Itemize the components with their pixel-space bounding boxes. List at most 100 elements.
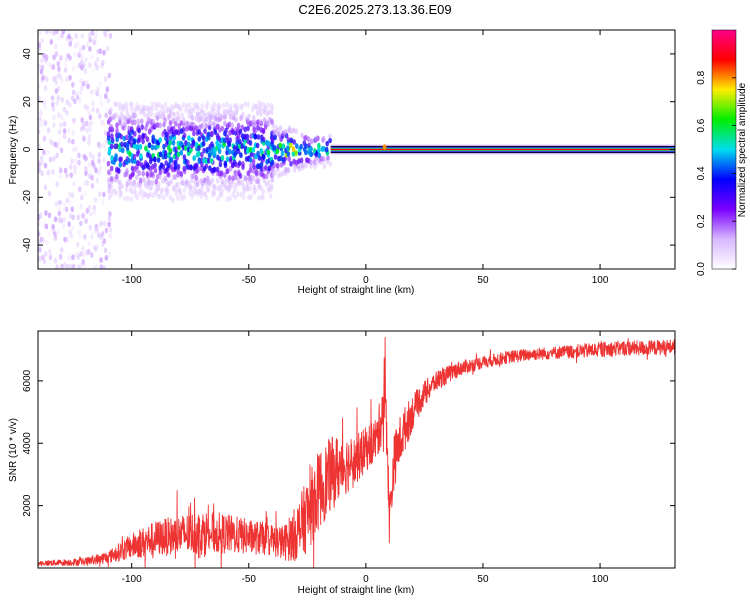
spectrogram-noise-cell — [92, 164, 97, 170]
spectrogram-band-cell — [133, 188, 137, 195]
spectrogram-noise-cell — [102, 49, 106, 56]
spectrogram-noise-cell — [58, 166, 63, 172]
spectrogram-band-cell — [258, 105, 263, 112]
spectrogram-band-cell — [270, 183, 274, 190]
spectrogram-noise-cell — [60, 96, 64, 103]
spectrogram-band-cell — [222, 110, 227, 117]
spectrogram-band-cell — [280, 150, 285, 157]
spectrogram-band-cell — [120, 183, 124, 189]
spectrogram-noise-cell — [77, 186, 82, 193]
spectrogram-noise-cell — [64, 206, 69, 213]
spectrogram-band-cell — [136, 148, 140, 155]
spectrogram-noise-cell — [88, 62, 92, 68]
spectrogram-noise-cell — [101, 120, 106, 126]
spectrogram-band-cell — [232, 145, 237, 151]
spectrogram-noise-cell — [74, 145, 79, 152]
spectrogram-band-cell — [210, 108, 215, 115]
spectrogram-band-cell — [204, 194, 209, 201]
spectrogram-band-cell — [304, 143, 308, 150]
spectrogram-band-cell — [207, 131, 211, 138]
spectrogram-noise-cell — [81, 259, 86, 265]
spectrogram-band-cell — [289, 137, 294, 144]
spectrogram-noise-cell — [82, 62, 86, 69]
spectrogram-band-cell — [225, 168, 229, 175]
y-tick-label: 20 — [22, 96, 33, 108]
spectrogram-noise-cell — [97, 169, 101, 176]
spectrogram-band-cell — [154, 101, 158, 108]
spectrogram-noise-cell — [91, 154, 95, 160]
spectrogram-noise-cell — [97, 152, 102, 158]
spectrogram-band-cell — [142, 191, 147, 198]
spectrogram-noise-cell — [91, 106, 95, 113]
snr-point — [600, 349, 601, 350]
spectrogram-band-cell — [266, 102, 271, 109]
spectrogram-band-cell — [225, 108, 230, 115]
spectrogram-band-cell — [186, 180, 191, 187]
spectrogram-band-cell — [164, 191, 169, 198]
spectrogram-noise-cell — [58, 213, 63, 220]
spectrogram-band-cell — [255, 142, 260, 149]
spectrogram-band-cell — [191, 139, 196, 146]
spectrogram-x-label: Height of straight line (km) — [298, 285, 415, 296]
spectrogram-noise-cell — [85, 208, 90, 214]
spectrogram-band-cell — [156, 101, 161, 108]
spectrogram-noise-cell — [65, 263, 70, 269]
spectrogram-noise-cell — [48, 156, 53, 163]
y-tick-label: 4000 — [22, 432, 33, 455]
spectrogram-band-cell — [273, 134, 277, 141]
spectrogram-noise-cell — [88, 151, 93, 158]
spectrogram-band-cell — [161, 194, 166, 201]
spectrogram-noise-cell — [81, 80, 86, 87]
spectrogram-noise-cell — [86, 83, 90, 90]
spectrogram-band-cell — [276, 127, 280, 134]
spectrogram-noise-cell — [55, 152, 59, 159]
spectrogram-band-cell — [147, 105, 152, 112]
spectrogram-noise-cell — [41, 237, 46, 244]
spectrogram-band-cell — [129, 142, 134, 148]
spectrogram-band-cell — [228, 103, 233, 110]
spectrogram-band-cell — [263, 106, 268, 113]
spectrogram-noise-cell — [108, 109, 112, 116]
spectrogram-noise-cell — [56, 95, 61, 101]
snr-frame — [37, 330, 676, 569]
spectrogram-band-cell — [268, 193, 273, 200]
spectrogram-band-cell — [256, 125, 261, 131]
spectrogram-band-cell — [247, 113, 251, 120]
spectrogram-noise-cell — [47, 212, 52, 219]
spectrogram-band-cell — [174, 103, 178, 109]
spectrogram-noise-cell — [38, 230, 41, 237]
spectrogram-noise-cell — [59, 217, 64, 224]
spectrogram-band-cell — [222, 137, 227, 144]
spectrogram-noise-cell — [42, 135, 47, 142]
spectrogram-noise-cell — [49, 39, 54, 45]
spectrogram-noise-cell — [105, 45, 110, 52]
spectrogram-band-cell — [273, 169, 277, 175]
spectrogram-cells — [38, 30, 675, 269]
snr-point — [155, 538, 156, 539]
spectrogram-band-cell — [177, 187, 182, 193]
spectrogram-noise-cell — [87, 139, 91, 146]
spectrogram-noise-cell — [62, 121, 67, 127]
spectrogram-band-cell — [143, 133, 147, 139]
spectrogram-noise-cell — [95, 64, 99, 71]
spectrogram-noise-cell — [62, 200, 66, 207]
spectrogram-band-cell — [157, 181, 161, 188]
spectrogram-noise-cell — [95, 226, 100, 233]
spectrogram-noise-cell — [42, 118, 46, 125]
spectrogram-noise-cell — [52, 114, 56, 121]
spectrogram-band-cell — [118, 105, 123, 111]
spectrogram-band-cell — [181, 102, 186, 109]
spectrogram-noise-cell — [38, 63, 42, 69]
spectrogram-band-cell — [200, 122, 204, 129]
spectrogram-noise-cell — [101, 59, 105, 66]
spectrogram-noise-cell — [107, 215, 112, 222]
spectrogram-noise-cell — [93, 39, 97, 46]
spectrogram-band-cell — [187, 102, 192, 109]
spectrogram-band-cell — [109, 106, 113, 113]
spectrogram-noise-cell — [58, 253, 63, 260]
spectrogram-band-cell — [156, 193, 161, 200]
spectrogram-band-cell — [146, 105, 150, 111]
spectrogram-noise-cell — [58, 173, 63, 180]
spectrogram-noise-cell — [88, 46, 92, 52]
spectrogram-band-cell — [234, 174, 238, 181]
